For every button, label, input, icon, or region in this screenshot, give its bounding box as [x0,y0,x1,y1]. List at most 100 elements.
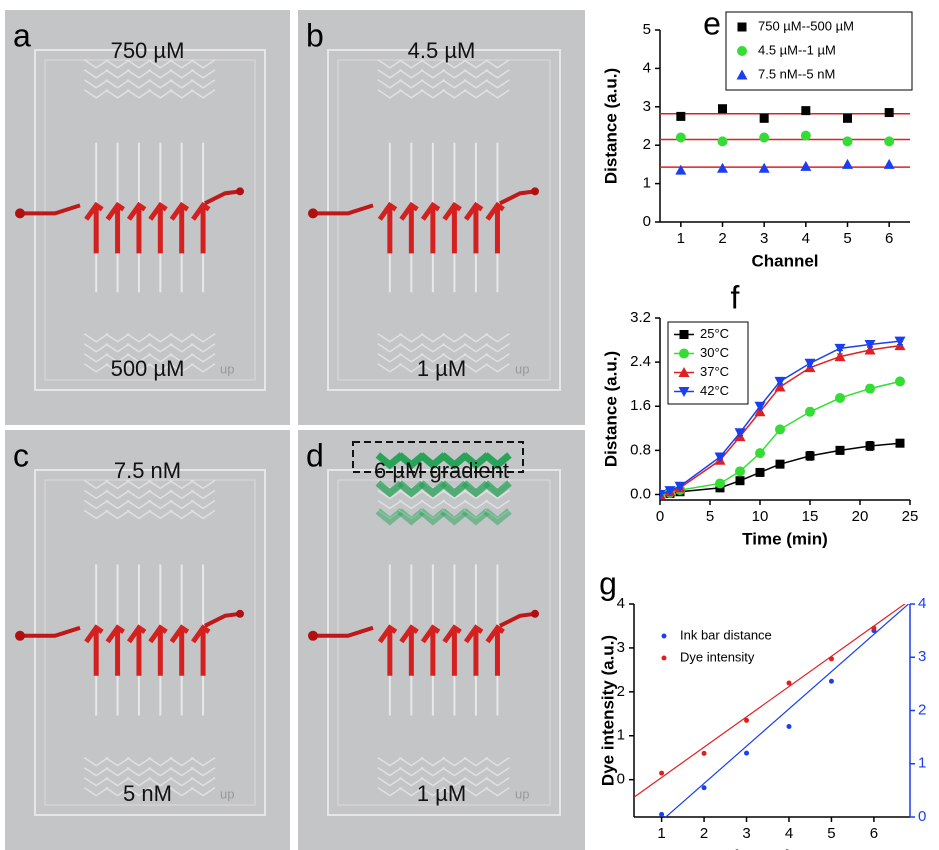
mixer [463,89,489,99]
mixer [485,353,510,363]
green-dye [483,508,512,526]
chip-inner [44,479,256,806]
fit-line [664,604,910,817]
mixer [83,353,109,363]
photo-label: b [306,17,324,53]
photo-bottom-text: 1 µM [417,781,466,806]
mixer [463,489,489,500]
mixer [463,786,489,797]
y2-tick-label: 3 [918,648,926,665]
x-axis-label: Time (min) [742,529,828,548]
marker [758,162,770,173]
marker [701,785,707,791]
inlet [15,630,25,641]
mixer [83,786,109,797]
inlet-channel [20,625,81,638]
green-dye [483,480,512,498]
dye [84,201,104,254]
mixer [441,363,467,373]
x-tick-label: 4 [802,230,810,247]
marker [805,451,815,461]
y-tick-label: 1.6 [630,397,651,414]
marker [735,476,745,486]
marker [843,113,852,123]
green-dye [375,480,405,498]
marker [664,486,676,497]
mixer [485,363,510,373]
mixer [190,353,216,363]
photo-label: c [13,437,29,473]
legend-label: Dye intensity [680,649,755,664]
y-axis-label: Distance (a.u.) [601,68,620,184]
marker [679,330,689,339]
plot-area [660,336,906,500]
mixer [190,776,216,787]
photo-bottom-text: 500 µM [111,356,185,381]
marker [805,406,815,417]
mixer [190,89,216,99]
legend-label: 30°C [700,345,729,360]
mixer [147,479,173,490]
mixer [463,499,489,510]
mixer [105,479,130,490]
mixer [169,479,195,490]
marker [895,438,905,448]
y-tick-label: 2.4 [630,353,651,370]
mixer [485,776,510,787]
dye [105,201,125,254]
mixer [377,756,403,767]
y-tick-label: 0.8 [630,441,651,458]
green-dye [375,508,405,526]
x-axis-label: Channel No. [722,846,821,850]
marker [759,113,769,123]
mixer [105,69,130,79]
mixer [398,69,424,79]
mixer [147,489,173,500]
mixer [463,776,489,787]
marker [675,132,686,143]
marker [659,811,665,817]
legend-label: Ink bar distance [680,627,772,642]
marker [842,136,853,147]
mixer [169,766,195,777]
mixer [441,333,467,343]
mixer [83,509,109,520]
mixer [147,776,173,787]
dye [399,624,419,676]
marker [755,448,765,459]
marker [735,466,745,477]
green-dye [440,508,469,526]
photo-bottom-text: 5 nM [123,781,172,806]
mixer [126,343,152,353]
mixer [441,89,467,99]
dye [169,624,190,676]
mixer [398,489,424,500]
y2-tick-label: 2 [918,701,926,718]
mixer [83,79,109,89]
mixer [126,509,152,520]
marker [828,678,834,684]
x-tick-label: 0 [656,508,664,525]
marker [661,633,667,639]
mixer [126,89,152,99]
green-dye [483,452,512,470]
dye [126,201,147,254]
mixer [147,509,173,520]
mixer [398,89,424,99]
photo-label: d [306,437,324,473]
mixer [441,766,467,777]
mixer [190,489,216,500]
mixer [420,776,446,787]
y-axis-label: Distance (a.u.) [601,351,620,467]
mixer [169,776,195,787]
mixer [190,333,216,343]
outlet [236,609,244,618]
mixer [169,333,195,343]
x-tick-label: 4 [785,825,793,842]
mixer [441,756,467,767]
marker [674,481,686,492]
x-tick-label: 15 [802,508,819,525]
mixer [463,756,489,767]
panel-label: g [599,565,617,601]
mixer [126,353,152,363]
